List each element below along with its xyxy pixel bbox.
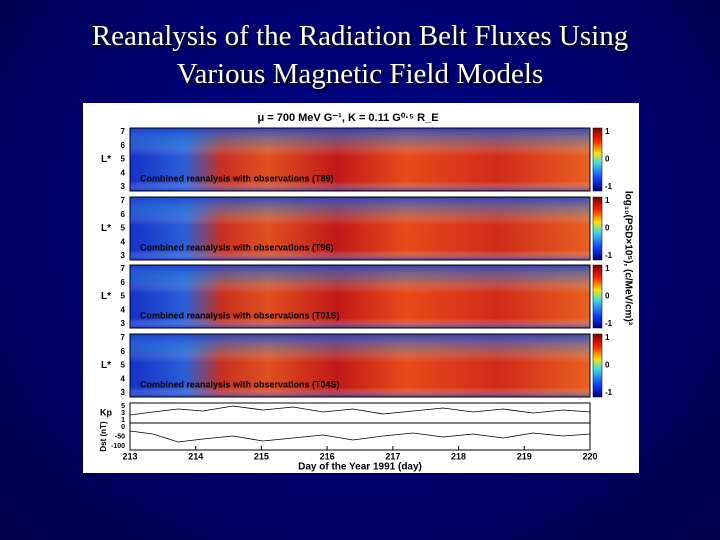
panel-frame (129, 127, 591, 192)
colorbar-tick-label: 1 (605, 333, 610, 342)
y-tick-label: 6 (121, 210, 126, 219)
colorbar-tick-label: -1 (605, 388, 613, 397)
y-tick-label: 4 (121, 168, 126, 177)
y-axis-label: L* (101, 291, 111, 302)
colorbar (592, 333, 603, 398)
x-tick-label: 217 (385, 451, 400, 461)
colorbar (592, 264, 603, 329)
colorbar-tick-label: 1 (605, 264, 610, 273)
colorbar-tick-label: 0 (605, 292, 610, 301)
x-tick-label: 216 (320, 451, 335, 461)
colorbar-tick-label: 1 (605, 127, 610, 136)
y-tick-label: 3 (121, 182, 126, 191)
x-tick-label: 213 (122, 451, 137, 461)
heatmap-shade (130, 128, 590, 191)
colorbar-label: log₁₀(PSD×10⁵), (c/MeV/cm)³ (622, 191, 633, 326)
y-tick-label: 5 (121, 292, 126, 301)
x-tick-label: 214 (188, 451, 203, 461)
slide-title-line: Reanalysis of the Radiation Belt Fluxes … (91, 20, 629, 52)
figure: μ = 700 MeV G⁻¹, K = 0.11 G⁰·⁵ R_E Combi… (83, 103, 639, 473)
colorbar-tick-label: -1 (605, 251, 613, 260)
kp-tick-label: 5 (121, 403, 125, 410)
y-tick-label: 5 (121, 224, 126, 233)
colorbar-tick-label: -1 (605, 182, 613, 191)
panel-frame (129, 196, 591, 261)
y-tick-label: 7 (121, 127, 126, 136)
colorbar-tick-label: 1 (605, 196, 610, 205)
heatmap-shade (130, 265, 590, 328)
colorbar-tick-label: -1 (605, 319, 613, 328)
x-tick-label: 220 (582, 451, 597, 461)
panel-annotation: Combined reanalysis with observations (T… (140, 310, 340, 320)
panel-frame (129, 333, 591, 398)
y-tick-label: 7 (121, 264, 126, 273)
y-tick-label: 5 (121, 361, 126, 370)
x-tick-label: 215 (254, 451, 269, 461)
y-axis-label: L* (101, 360, 111, 371)
kp-tick-label: 3 (121, 410, 125, 417)
y-tick-label: 6 (121, 278, 126, 287)
y-axis-label: L* (101, 223, 111, 234)
colorbar (592, 127, 603, 192)
colorbar-tick-label: 0 (605, 155, 610, 164)
panel-annotation: Combined reanalysis with observations (T… (140, 173, 334, 183)
dst-trace (129, 430, 591, 443)
y-tick-label: 4 (121, 305, 126, 314)
dst-tick-label: -100 (111, 443, 125, 450)
x-tick-label: 219 (517, 451, 532, 461)
y-tick-label: 6 (121, 141, 126, 150)
kp-tick-label: 1 (121, 417, 125, 424)
y-tick-label: 7 (121, 333, 126, 342)
y-tick-label: 3 (121, 319, 126, 328)
x-tick-label: 218 (451, 451, 466, 461)
y-tick-label: 3 (121, 251, 126, 260)
y-tick-label: 3 (121, 388, 126, 397)
heatmap-shade (130, 197, 590, 260)
dst-tick-label: -50 (115, 433, 125, 440)
y-tick-label: 4 (121, 237, 126, 246)
y-tick-label: 5 (121, 155, 126, 164)
colorbar-tick-label: 0 (605, 224, 610, 233)
colorbar-tick-label: 0 (605, 361, 610, 370)
dst-label: Dst (nT) (99, 421, 108, 452)
heatmap-shade (130, 334, 590, 397)
dst-frame (129, 422, 591, 451)
y-axis-label: L* (101, 154, 111, 165)
y-tick-label: 6 (121, 347, 126, 356)
dst-tick-label: 0 (121, 424, 125, 431)
panel-frame (129, 264, 591, 329)
y-tick-label: 4 (121, 374, 126, 383)
panel-annotation: Combined reanalysis with observations (T… (140, 242, 334, 252)
kp-trace (129, 405, 591, 416)
slide-title-line: Various Magnetic Field Models (176, 58, 544, 90)
x-axis-label: Day of the Year 1991 (day) (298, 462, 422, 473)
y-tick-label: 7 (121, 196, 126, 205)
kp-label: Kp (100, 407, 112, 417)
panel-annotation: Combined reanalysis with observations (T… (140, 379, 340, 389)
colorbar (592, 196, 603, 261)
figure-title: μ = 700 MeV G⁻¹, K = 0.11 G⁰·⁵ R_E (257, 112, 438, 124)
